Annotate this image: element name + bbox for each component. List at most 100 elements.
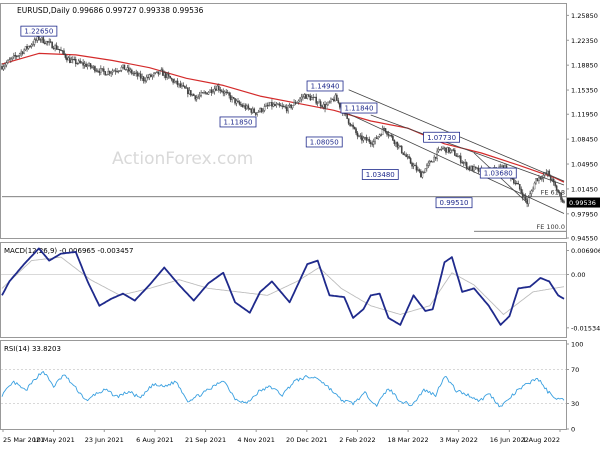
candle-body — [459, 155, 462, 163]
candle-body — [123, 64, 126, 70]
candle-body — [7, 59, 9, 63]
candle-body — [371, 143, 374, 145]
candle-body — [259, 108, 261, 112]
candle-body — [281, 105, 284, 107]
candle-body — [433, 156, 435, 162]
candle-body — [327, 101, 329, 106]
candle-body — [427, 162, 430, 166]
macd-main-line — [1, 247, 565, 326]
candle-body — [243, 105, 245, 107]
candle-body — [393, 139, 396, 144]
candle-body — [198, 95, 201, 97]
candle-body — [538, 177, 540, 182]
candle-body — [10, 58, 12, 60]
candle-body — [414, 164, 416, 166]
candle-body — [358, 135, 360, 137]
candle-body — [330, 98, 332, 103]
candle-body — [157, 71, 160, 75]
candle-body — [61, 50, 64, 52]
candle-body — [461, 162, 464, 164]
macd-y-tick-label: 0.006906 — [571, 247, 600, 255]
candle-body — [526, 199, 528, 204]
candle-body — [35, 39, 37, 41]
candle-body — [458, 155, 461, 157]
candle-body — [138, 73, 140, 77]
candle-body — [67, 57, 70, 61]
candle-body — [86, 65, 89, 68]
candle-body — [13, 55, 15, 58]
candle-body — [83, 63, 86, 66]
candle-body — [141, 76, 143, 79]
price-annotation-box — [219, 116, 257, 128]
candle-body — [66, 57, 68, 61]
candle-body — [302, 96, 304, 98]
candle-body — [395, 141, 397, 144]
candle-body — [428, 161, 431, 164]
candle-body — [30, 44, 33, 47]
candle-body — [271, 101, 273, 107]
candle-body — [241, 104, 244, 107]
candle-body — [467, 166, 469, 169]
candle-body — [402, 152, 405, 155]
x-tick-label: 23 Jun 2021 — [85, 436, 124, 444]
candle-body — [170, 78, 173, 80]
candle-body — [73, 58, 76, 60]
candle-body — [133, 73, 136, 75]
candle-body — [558, 191, 561, 194]
candle-body — [464, 162, 466, 164]
candle-body — [172, 79, 174, 83]
candle-body — [514, 182, 517, 184]
candle-body — [55, 45, 58, 50]
candle-body — [533, 182, 536, 190]
candle-body — [465, 162, 468, 169]
candle-body — [288, 104, 291, 107]
candle-body — [204, 92, 207, 94]
price-annotation-label: 0.99510 — [440, 199, 469, 207]
candle-body — [337, 100, 340, 103]
candle-body — [164, 72, 167, 78]
candle-body — [101, 68, 104, 70]
candle-body — [128, 67, 130, 72]
rsi-y-tick-label: 30 — [571, 400, 579, 408]
candle-body — [406, 156, 409, 158]
watermark: ActionForex.com — [112, 149, 253, 169]
candle-body — [353, 126, 356, 129]
candle-body — [445, 147, 447, 153]
candle-body — [284, 106, 287, 108]
x-tick-label: 2 Feb 2022 — [339, 436, 375, 444]
candle-body — [269, 101, 272, 106]
candle-body — [400, 146, 403, 153]
candle-body — [380, 134, 382, 136]
sma-line — [1, 52, 565, 183]
candle-body — [76, 62, 79, 64]
candle-body — [43, 42, 46, 44]
candle-body — [325, 104, 328, 109]
candle-body — [234, 98, 236, 104]
candle-body — [46, 41, 49, 43]
candle-body — [212, 91, 214, 93]
candle-body — [383, 128, 385, 130]
candle-body — [454, 149, 456, 156]
candle-body — [430, 161, 433, 163]
candle-body — [79, 60, 81, 63]
price-annotation-box — [435, 197, 473, 209]
candle-body — [254, 112, 257, 115]
candle-body — [251, 108, 254, 113]
candle-body — [167, 73, 170, 77]
rsi-panel-header: RSI(14) 33.8203 — [4, 345, 61, 353]
candle-body — [316, 102, 319, 104]
candle-body — [420, 171, 422, 178]
candle-body — [331, 98, 334, 100]
candle-body — [272, 104, 275, 107]
candle-body — [228, 92, 230, 96]
candle-body — [390, 134, 393, 137]
candle-body — [184, 85, 186, 89]
candle-body — [437, 149, 440, 152]
price-annotation-label: 1.11840 — [344, 105, 373, 113]
candle-body — [5, 62, 8, 66]
candle-body — [49, 41, 52, 43]
candle-body — [82, 62, 84, 66]
macd-y-tick-label: 0.00 — [571, 271, 585, 279]
candle-body — [386, 131, 388, 135]
